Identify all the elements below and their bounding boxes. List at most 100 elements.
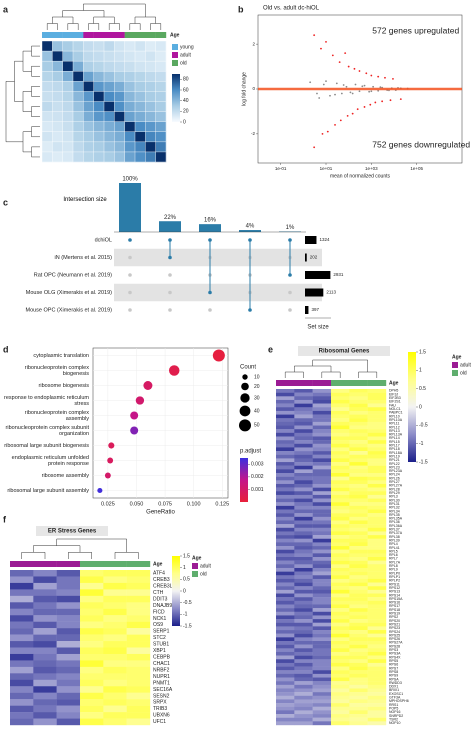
matrix-dot: [208, 238, 212, 242]
heatmap-cell: [145, 41, 156, 52]
heatmap-cell: [367, 494, 387, 499]
x-tick-label: 0.075: [158, 501, 172, 507]
annotation-cell: [52, 32, 63, 38]
heatmap-cell: [135, 131, 146, 143]
heatmap-cell: [294, 589, 313, 594]
heatmap-cell: [312, 516, 332, 521]
colorbar-label: 1.5: [183, 553, 190, 559]
row-label: RPL30: [389, 498, 400, 502]
heatmap-cell: [73, 131, 84, 143]
heatmap-cell: [126, 641, 151, 648]
point: [339, 119, 342, 122]
point: [316, 92, 318, 95]
panel-letter: e: [268, 344, 273, 354]
heatmap-cell: [33, 718, 57, 726]
heatmap-cell: [312, 681, 332, 686]
heatmap-cell: [145, 111, 156, 122]
heatmap-cell: [276, 527, 295, 532]
heatmap-cell: [73, 81, 84, 92]
size-legend-label: 30: [254, 395, 260, 401]
heatmap-cell: [312, 527, 332, 532]
heatmap-cell: [10, 595, 34, 603]
heatmap-cell: [155, 131, 167, 143]
heatmap-cell: [349, 567, 368, 572]
point: [340, 92, 343, 95]
heatmap-cell: [145, 91, 156, 102]
heatmap-cell: [294, 436, 313, 441]
heatmap-cell: [80, 608, 104, 616]
heatmap-cell: [276, 443, 295, 448]
heatmap-cell: [276, 695, 295, 700]
heatmap-cell: [83, 81, 94, 92]
row-label: DNAJB9: [153, 603, 172, 609]
title-box: [36, 526, 108, 536]
heatmap-cell: [42, 121, 53, 132]
heatmap-cell: [331, 454, 350, 459]
heatmap-cell: [331, 509, 350, 514]
heatmap-cell: [331, 520, 350, 525]
point: [347, 65, 350, 68]
heatmap-cell: [331, 557, 350, 561]
row-label: UBXN6: [153, 713, 170, 719]
dot: [108, 442, 115, 449]
legend-swatch: [452, 370, 458, 376]
heatmap-cell: [312, 454, 332, 459]
heatmap-cell: [52, 151, 63, 163]
heatmap-cell: [126, 595, 151, 603]
heatmap-cell: [312, 443, 332, 448]
heatmap-cell: [331, 473, 350, 477]
heatmap-cell: [103, 686, 127, 693]
heatmap-cell: [367, 516, 387, 521]
heatmap-cell: [294, 494, 313, 499]
heatmap-cell: [349, 655, 368, 660]
point: [365, 72, 368, 75]
heatmap-cell: [349, 440, 368, 444]
heatmap-cell: [294, 432, 313, 437]
heatmap-cell: [312, 717, 332, 722]
heatmap-cell: [349, 516, 368, 521]
matrix-dot: [288, 273, 292, 277]
heatmap-cell: [276, 505, 295, 510]
heatmap-cell: [331, 648, 350, 653]
annotation: 572 genes upregulated: [372, 25, 459, 35]
heatmap-cell: [294, 392, 313, 397]
heatmap-cell: [33, 666, 57, 674]
heatmap-cell: [276, 578, 295, 583]
row-label: RPL31: [389, 502, 400, 506]
heatmap-cell: [312, 626, 332, 631]
row-label: RPL39: [389, 538, 400, 542]
heatmap-cell: [93, 61, 105, 72]
heatmap-cell: [294, 458, 313, 463]
heatmap-cell: [367, 578, 387, 583]
heatmap-cell: [80, 653, 104, 661]
heatmap-cell: [294, 516, 313, 521]
legend-swatch: [452, 362, 458, 368]
heatmap-cell: [73, 41, 84, 52]
heatmap-cell: [294, 703, 313, 707]
row-label: NOLC1: [389, 407, 401, 411]
row-label: RPL7A: [389, 560, 401, 564]
legend-swatch: [192, 563, 198, 569]
heatmap-cell: [294, 710, 313, 715]
heatmap-cell: [56, 718, 81, 726]
heatmap-cell: [276, 608, 295, 612]
heatmap-cell: [367, 389, 387, 393]
heatmap-cell: [367, 454, 387, 459]
size-legend-label: 50: [254, 423, 260, 429]
heatmap-cell: [114, 51, 125, 62]
heatmap-cell: [52, 81, 63, 92]
colorbar-label: 80: [183, 77, 189, 83]
heatmap-cell: [367, 502, 387, 507]
heatmap-cell: [349, 648, 368, 653]
heatmap-cell: [312, 513, 332, 518]
point: [361, 85, 364, 88]
colorbar-label: 1: [419, 368, 422, 374]
heatmap-cell: [124, 101, 136, 112]
heatmap-cell: [367, 462, 387, 466]
heatmap-cell: [33, 686, 57, 693]
heatmap-cell: [349, 670, 368, 675]
heatmap-cell: [331, 717, 350, 722]
row-label: RPL14: [389, 436, 400, 440]
heatmap-cell: [33, 602, 57, 609]
